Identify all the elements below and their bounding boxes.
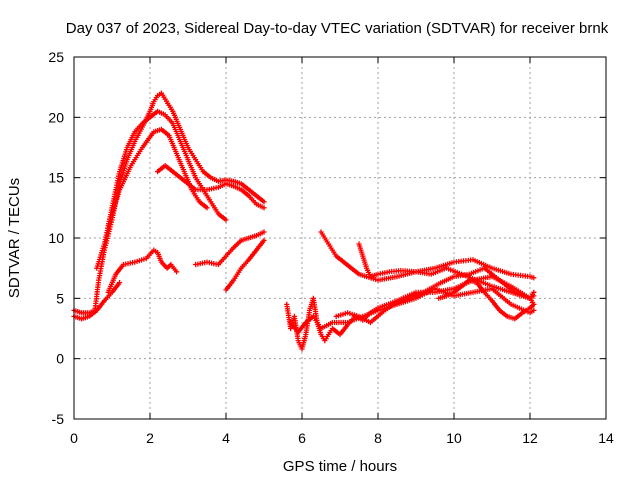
data-series [71,90,537,352]
axis-ticks: 0 2 4 6 8 10 12 14 -5 0 5 10 15 20 25 [48,49,614,446]
y-tick-label: 0 [56,351,64,367]
x-tick-label: 4 [222,430,230,446]
series-arc-m [333,265,537,326]
x-tick-label: 6 [298,430,306,446]
series-arc-c [105,126,210,229]
y-tick-label: -5 [52,411,65,427]
x-tick-label: 2 [146,430,154,446]
y-tick-label: 10 [48,230,64,246]
y-tick-label: 15 [48,170,64,186]
x-axis-label: GPS time / hours [283,458,397,475]
series-arc-h [223,237,267,293]
series-arc-e [105,247,180,295]
x-tick-label: 8 [374,430,382,446]
y-tick-label: 20 [48,109,64,125]
grid [74,57,606,419]
y-tick-label: 5 [56,290,64,306]
series-arc-a [71,90,267,316]
x-tick-label: 10 [446,430,462,446]
chart-title: Day 037 of 2023, Sidereal Day-to-day VTE… [66,20,609,37]
series-arc-d [155,163,267,211]
x-tick-label: 14 [598,430,614,446]
x-tick-label: 12 [522,430,538,446]
y-tick-label: 25 [48,49,64,65]
x-tick-label: 0 [70,430,78,446]
series-arc-k [318,229,537,283]
series-arc-i [284,274,537,352]
y-axis-label: SDTVAR / TECUs [6,178,23,298]
series-arc-n [436,277,537,322]
series-arc-g [193,229,267,268]
